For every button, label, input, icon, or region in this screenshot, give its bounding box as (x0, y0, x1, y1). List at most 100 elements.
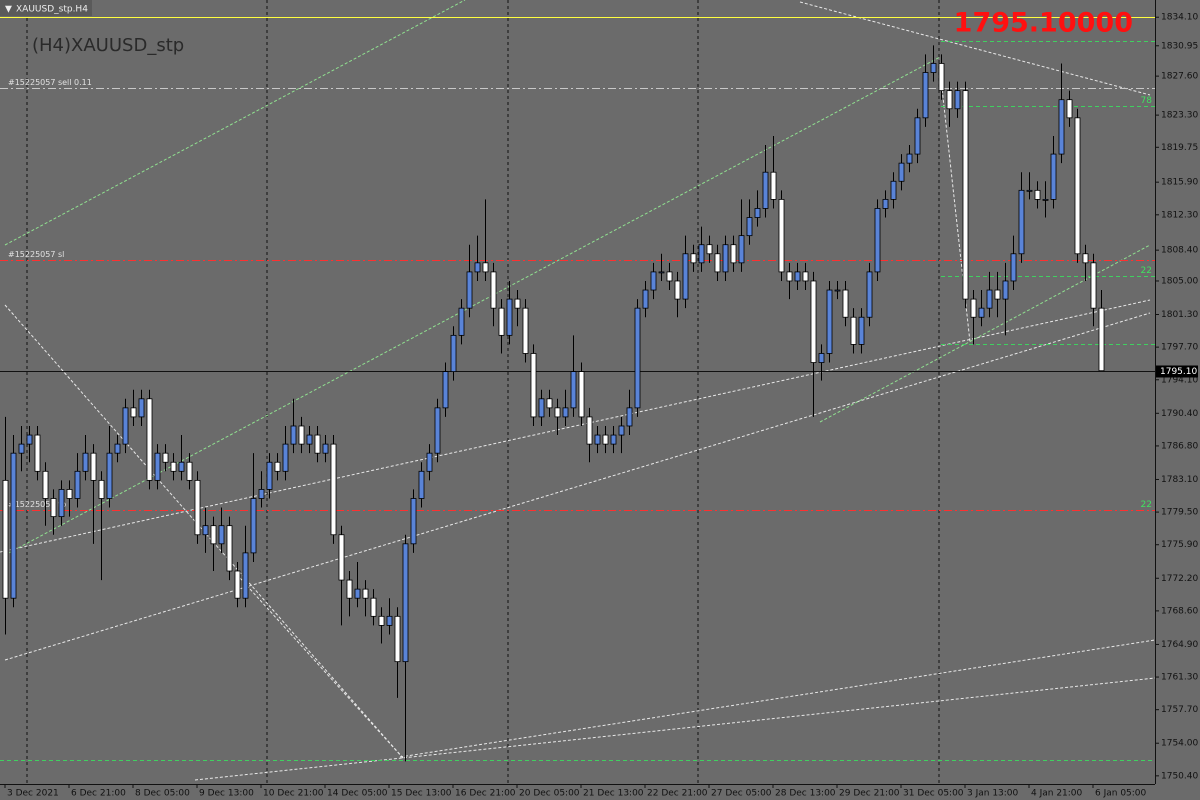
candle-body (106, 452, 113, 499)
candle-body (82, 452, 89, 472)
candle-body (218, 525, 225, 545)
x-tick-label: 3 Jan 13:00 (967, 789, 1019, 799)
candle-body (610, 434, 617, 445)
candle-body (186, 461, 193, 481)
y-tick-label: 1834.10 (1161, 13, 1198, 23)
candle-body (378, 615, 385, 626)
candle-body (1082, 253, 1089, 264)
trendline (4, 312, 1151, 661)
level-right-label: 78 (1141, 96, 1153, 106)
candle-body (26, 434, 33, 445)
candle-body (50, 498, 57, 518)
candle-body (162, 452, 169, 463)
candle-body (58, 489, 65, 518)
candle-body (538, 398, 545, 418)
y-tick-label: 1764.90 (1161, 640, 1198, 650)
trendline (0, 299, 1151, 553)
candle-body (786, 271, 793, 282)
candle-body (418, 470, 425, 499)
candle-body (882, 198, 889, 209)
level-label: #15225057 sl (8, 250, 64, 259)
candle-body (690, 253, 697, 264)
candle-body (714, 253, 721, 273)
candle-body (490, 271, 497, 309)
candle-body (802, 271, 809, 282)
candle-body (554, 407, 561, 418)
level-label: #15225057 sell 0.11 (8, 78, 92, 87)
window-tab[interactable] (0, 0, 92, 16)
y-tick-label: 1823.30 (1161, 111, 1198, 121)
x-tick-label: 8 Dec 05:00 (135, 789, 190, 799)
x-tick-label: 16 Dec 21:00 (455, 789, 516, 799)
y-tick-label: 1775.90 (1161, 540, 1198, 550)
window-title: XAUUSD_stp.H4 (16, 5, 88, 15)
y-tick-label: 1783.10 (1161, 475, 1198, 485)
candle-body (66, 489, 73, 499)
candle-body (466, 271, 473, 309)
candle-body (402, 543, 409, 663)
y-tick-label: 1812.30 (1161, 210, 1198, 220)
candle-body (938, 63, 945, 92)
candle-body (754, 208, 761, 218)
candle-body (970, 298, 977, 318)
y-tick-label: 1815.90 (1161, 178, 1198, 188)
candle-body (74, 470, 81, 499)
candle-body (458, 307, 465, 336)
y-tick-label: 1786.80 (1161, 441, 1198, 451)
candle-body (1098, 307, 1105, 372)
candle-body (674, 280, 681, 300)
y-tick-label: 1819.75 (1161, 143, 1198, 153)
y-tick-label: 1827.60 (1161, 72, 1198, 82)
candle-body (146, 398, 153, 481)
candle-body (434, 407, 441, 454)
candle-body (658, 271, 665, 274)
x-tick-label: 21 Dec 13:00 (583, 789, 644, 799)
price-tag-label: 1795.10 (1160, 367, 1197, 377)
candle-body (706, 244, 713, 255)
trendline (194, 677, 1156, 781)
candle-body (178, 461, 185, 472)
candle-body (1010, 253, 1017, 282)
candle-body (170, 461, 177, 472)
x-tick-label: 9 Dec 13:00 (199, 789, 254, 799)
level-right-label: 22 (1141, 266, 1152, 276)
candle-body (1034, 189, 1041, 200)
y-tick-label: 1772.20 (1161, 574, 1198, 584)
candle-body (818, 353, 825, 363)
candle-body (626, 407, 633, 427)
candle-body (930, 63, 937, 73)
candle-body (954, 90, 961, 110)
candle-body (866, 271, 873, 318)
candle-body (634, 307, 641, 409)
candle-body (138, 398, 145, 418)
candle-body (578, 371, 585, 418)
y-tick-label: 1805.00 (1161, 276, 1198, 286)
x-tick-label: 15 Dec 13:00 (391, 789, 452, 799)
candle-body (130, 407, 137, 418)
y-tick-label: 1794.10 (1161, 375, 1198, 385)
candle-body (122, 407, 129, 445)
candle-body (914, 117, 921, 155)
candle-body (194, 479, 201, 536)
chart-title: (H4)XAUUSD_stp (32, 35, 184, 56)
period-separators (26, 0, 940, 784)
candle-body (698, 244, 705, 264)
candle-body (826, 289, 833, 354)
x-tick-label: 6 Dec 21:00 (71, 789, 126, 799)
trendline (4, 56, 941, 556)
candle-body (386, 615, 393, 626)
trendline (399, 639, 1156, 758)
x-tick-label: 28 Dec 13:00 (775, 789, 836, 799)
y-tick-label: 1801.30 (1161, 310, 1198, 320)
candle-body (946, 90, 953, 110)
candle-body (770, 171, 777, 200)
candle-body (1050, 153, 1057, 200)
candle-body (234, 570, 241, 599)
y-tick-label: 1768.60 (1161, 606, 1198, 616)
y-tick-label: 1761.30 (1161, 673, 1198, 683)
y-tick-label: 1754.00 (1161, 739, 1198, 749)
candle-body (34, 434, 41, 472)
candle-body (370, 597, 377, 617)
